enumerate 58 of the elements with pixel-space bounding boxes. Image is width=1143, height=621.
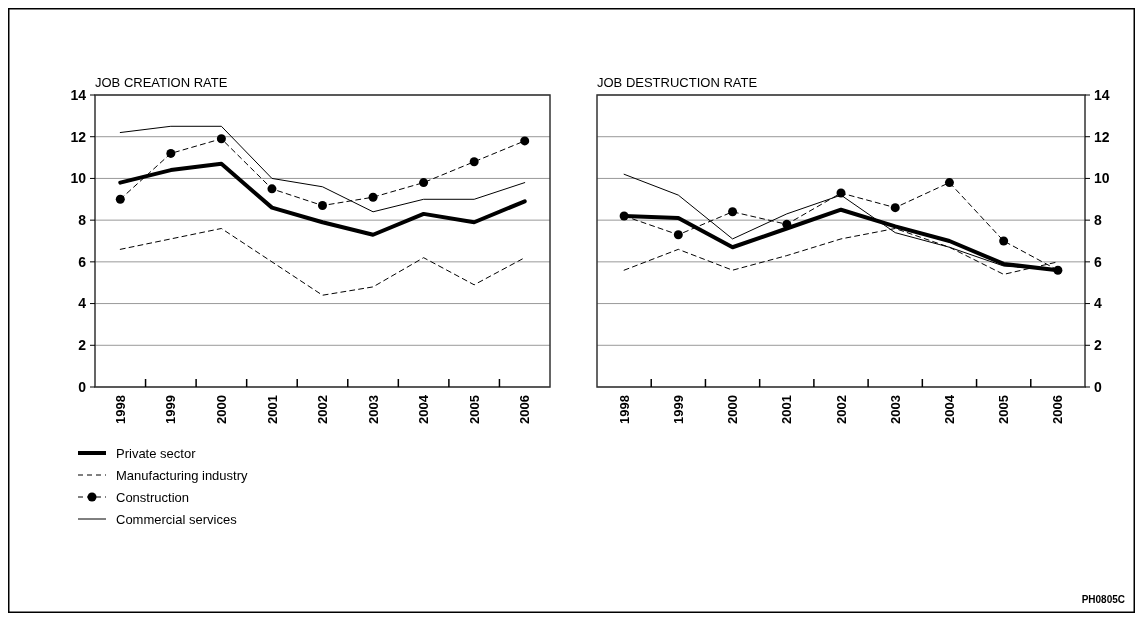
- y-tick-label: 10: [1094, 170, 1110, 187]
- x-tick-label: 1998: [616, 395, 632, 424]
- x-tick-label: 2003: [887, 395, 903, 424]
- x-tick-label: 1998: [112, 395, 128, 424]
- y-tick-label: 4: [78, 295, 87, 312]
- legend-label: Manufacturing industry: [116, 467, 249, 483]
- chart-title: JOB DESTRUCTION RATE: [597, 75, 758, 90]
- point: [782, 219, 792, 229]
- x-tick-label: 2004: [416, 394, 432, 424]
- point: [520, 136, 530, 146]
- point: [166, 148, 176, 158]
- legend-label: Private sector: [116, 445, 197, 461]
- point: [318, 201, 327, 211]
- y-tick-label: 8: [78, 212, 87, 229]
- point: [890, 203, 900, 213]
- y-tick-label: 0: [78, 378, 87, 395]
- x-tick-label: 2005: [466, 395, 482, 424]
- x-tick-label: 2006: [517, 395, 533, 424]
- y-tick-label: 2: [78, 337, 87, 354]
- y-tick-label: 14: [70, 86, 87, 103]
- x-tick-label: 2001: [779, 395, 795, 424]
- point: [419, 178, 429, 188]
- point: [267, 184, 277, 194]
- y-tick-label: 8: [1094, 212, 1102, 229]
- y-tick-label: 2: [1094, 337, 1102, 354]
- x-tick-label: 2000: [213, 395, 229, 424]
- legend-label: Commercial services: [116, 511, 238, 527]
- x-tick-label: 2003: [365, 395, 381, 424]
- point: [368, 192, 378, 202]
- x-tick-label: 2005: [996, 395, 1012, 424]
- point: [944, 178, 954, 188]
- legend-label: Construction: [116, 489, 189, 505]
- point: [673, 230, 683, 240]
- x-tick-label: 2006: [1050, 395, 1066, 424]
- x-tick-label: 1999: [163, 395, 179, 424]
- x-tick-label: 1999: [670, 395, 686, 424]
- point: [216, 134, 226, 144]
- point: [999, 236, 1009, 246]
- y-tick-label: 12: [1094, 128, 1110, 145]
- y-tick-label: 10: [70, 170, 87, 187]
- x-tick-label: 2002: [833, 395, 849, 424]
- x-tick-label: 2002: [315, 395, 331, 424]
- line-series: [119, 227, 526, 296]
- y-tick-label: 6: [1094, 253, 1102, 270]
- point: [115, 194, 125, 204]
- point: [469, 157, 479, 167]
- y-tick-label: 4: [1094, 295, 1102, 312]
- y-tick-label: 12: [70, 128, 87, 145]
- y-tick-label: 14: [1094, 86, 1110, 103]
- y-tick-label: 0: [1094, 378, 1102, 395]
- x-tick-label: 2000: [725, 395, 741, 424]
- x-tick-label: 2004: [941, 394, 957, 424]
- point: [619, 211, 629, 221]
- text: PH0805C: [1081, 594, 1125, 605]
- chart-title: JOB CREATION RATE: [95, 75, 228, 90]
- y-tick-label: 6: [78, 253, 87, 270]
- x-tick-label: 2001: [264, 395, 280, 424]
- point: [728, 207, 738, 217]
